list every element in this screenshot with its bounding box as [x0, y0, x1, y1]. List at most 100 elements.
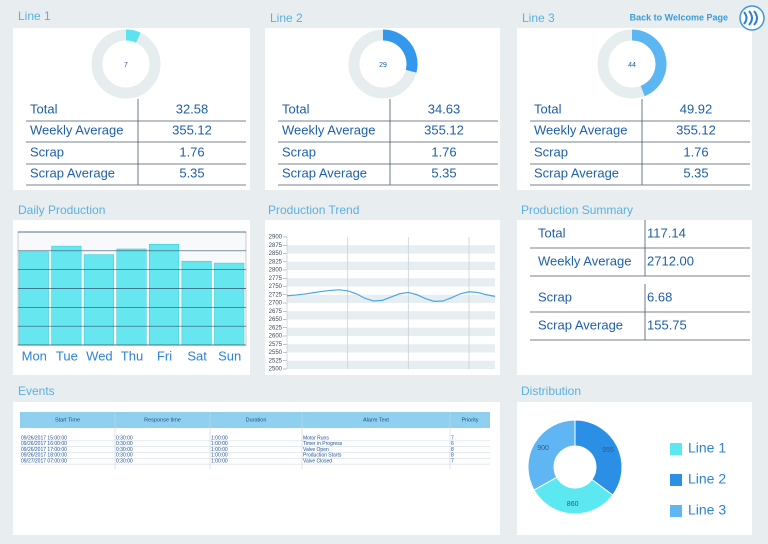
row-label: Total [30, 101, 58, 116]
bar [149, 243, 180, 346]
legend-label: Line 3 [688, 502, 726, 518]
event-cell: Production Starts [303, 453, 342, 459]
pie-slice [527, 419, 576, 491]
grid-band [287, 360, 495, 369]
y-tick-label: 2575 [269, 342, 283, 348]
row-value: 1.76 [683, 144, 708, 159]
row-value: 6.68 [647, 289, 672, 304]
panel-title: Line 2 [270, 11, 303, 25]
row-value: 34.63 [428, 101, 461, 116]
y-tick-label: 2900 [269, 235, 283, 241]
bar [18, 251, 49, 346]
row-value: 355.12 [172, 122, 212, 137]
event-cell: 6 [451, 441, 454, 447]
y-tick-label: 2500 [269, 367, 283, 373]
event-cell: 0:30:00 [116, 441, 133, 447]
bar [214, 262, 245, 346]
event-cell: 09/26/2017 17:00:00 [21, 447, 67, 453]
row-label: Scrap [282, 144, 316, 159]
bar [116, 248, 147, 346]
row-label: Total [534, 101, 562, 116]
event-cell: 1:00:00 [211, 441, 228, 447]
event-cell: Timer in Progress [303, 441, 343, 447]
y-tick-label: 2800 [269, 268, 283, 274]
grid-band [287, 344, 495, 353]
y-tick-label: 2725 [269, 292, 283, 298]
gauge-arc [125, 29, 141, 43]
row-label: Weekly Average [282, 122, 375, 137]
y-tick-label: 2550 [269, 350, 283, 356]
pie-slice [574, 419, 623, 496]
event-cell: 09/26/2017 18:00:00 [21, 453, 67, 459]
panel-title: Line 1 [18, 9, 51, 23]
row-value: 2712.00 [647, 253, 694, 268]
slice-label: 955 [602, 447, 614, 454]
x-tick-label: Sun [218, 348, 241, 363]
row-value: 117.14 [647, 225, 686, 240]
y-tick-label: 2750 [269, 284, 283, 290]
panel [13, 28, 250, 190]
row-value: 1.76 [431, 144, 456, 159]
y-tick-label: 2700 [269, 301, 283, 307]
panel [517, 220, 752, 375]
event-cell: 1:00:00 [211, 435, 228, 441]
row-value: 155.75 [647, 317, 687, 332]
x-tick-label: Sat [187, 348, 207, 363]
column-header: Response time [144, 417, 181, 423]
row-label: Weekly Average [30, 122, 123, 137]
row-value: 49.92 [680, 101, 713, 116]
legend-swatch [670, 505, 682, 517]
x-tick-label: Thu [121, 348, 143, 363]
panel-title: Events [18, 384, 55, 398]
gauge-value: 29 [379, 62, 387, 69]
grid-band [287, 327, 495, 336]
grid-band [287, 261, 495, 270]
row-label: Scrap [534, 144, 568, 159]
column-header: Duration [246, 417, 267, 423]
panel [265, 28, 500, 190]
gauge-value: 7 [124, 62, 128, 69]
legend-swatch [670, 474, 682, 486]
gauge-arc [631, 29, 667, 97]
x-tick-label: Wed [86, 348, 113, 363]
legend-label: Line 1 [688, 440, 726, 456]
row-value: 32.58 [176, 101, 209, 116]
panel [517, 28, 752, 190]
legend-label: Line 2 [688, 471, 726, 487]
gauge-value: 44 [628, 62, 636, 69]
pie-slice [533, 476, 614, 515]
event-cell: 09/26/2017 16:00:00 [21, 441, 67, 447]
x-tick-label: Tue [56, 348, 78, 363]
row-label: Scrap [538, 289, 572, 304]
event-cell: 7 [451, 435, 454, 441]
x-tick-label: Fri [157, 348, 172, 363]
row-value: 355.12 [676, 122, 716, 137]
event-cell: 0:30:00 [116, 453, 133, 459]
logo[interactable] [739, 5, 765, 31]
column-header: Start Time [55, 417, 80, 423]
event-cell: 1:00:00 [211, 453, 228, 459]
event-cell: 0:30:00 [116, 459, 133, 465]
event-cell: 7 [451, 459, 454, 465]
event-cell: 8 [451, 453, 454, 459]
panel-title: Daily Production [18, 203, 105, 217]
panel-title: Production Trend [268, 203, 359, 217]
row-value: 355.12 [424, 122, 464, 137]
row-label: Scrap Average [538, 317, 623, 332]
y-tick-label: 2775 [269, 276, 283, 282]
y-tick-label: 2675 [269, 309, 283, 315]
trend-line [286, 289, 496, 302]
x-tick-label: Mon [22, 348, 47, 363]
bar [83, 254, 114, 346]
slice-label: 860 [567, 501, 579, 508]
back-link[interactable]: Back to Welcome Page [630, 12, 728, 22]
panel-title: Production Summary [521, 203, 633, 217]
grid-band [287, 278, 495, 287]
gauge-arc [382, 29, 418, 73]
row-label: Total [282, 101, 310, 116]
event-cell: 8 [451, 447, 454, 453]
y-tick-label: 2625 [269, 325, 283, 331]
row-label: Weekly Average [534, 122, 627, 137]
logo-waves [743, 10, 758, 26]
y-tick-label: 2850 [269, 251, 283, 257]
